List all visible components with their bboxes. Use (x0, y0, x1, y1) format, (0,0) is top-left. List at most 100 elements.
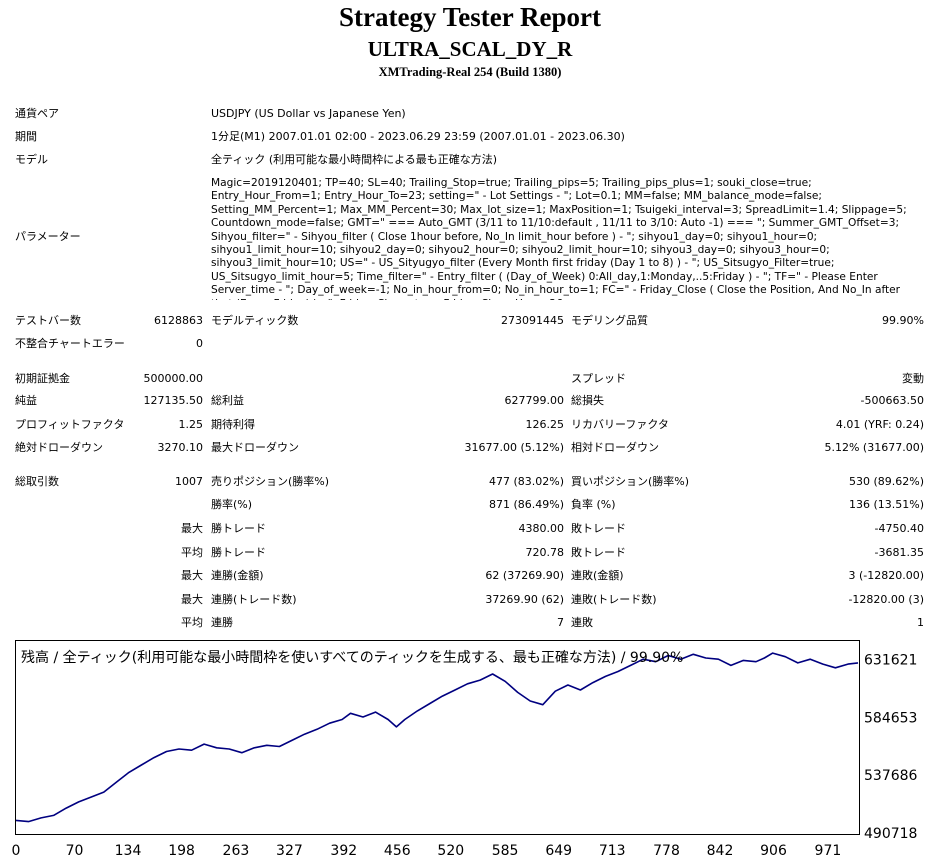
short-positions-label: 売りポジション(勝率%) (211, 475, 330, 488)
x-tick-label: 70 (66, 843, 84, 859)
largest-win-label: 勝トレード (211, 522, 266, 535)
x-tick-label: 971 (815, 843, 842, 859)
largest-loss-value: -4750.40 (874, 522, 924, 535)
average-loss-label: 敗トレード (571, 546, 626, 559)
max-drawdown-label: 最大ドローダウン (211, 441, 299, 454)
long-positions-label: 買いポジション(勝率%) (571, 475, 690, 488)
consecutive-wins-money-value: 62 (37269.90) (485, 569, 564, 582)
long-positions-value: 530 (89.62%) (848, 475, 924, 488)
x-tick-label: 198 (168, 843, 195, 859)
win-rate-label: 勝率(%) (211, 498, 253, 511)
x-tick-label: 456 (384, 843, 411, 859)
ticks-label: モデルティック数 (211, 314, 299, 327)
row-prefix-average: 平均 (181, 546, 203, 559)
symbol-value: USDJPY (US Dollar vs Japanese Yen) (211, 107, 406, 120)
max-drawdown-value: 31677.00 (5.12%) (464, 441, 564, 454)
x-tick-label: 134 (115, 843, 142, 859)
absolute-drawdown-value: 3270.10 (157, 441, 204, 454)
recovery-factor-label: リカバリーファクタ (571, 418, 669, 431)
x-tick-label: 520 (437, 843, 464, 859)
gross-loss-value: -500663.50 (860, 394, 924, 407)
consecutive-losses-money-value: 3 (-12820.00) (848, 569, 924, 582)
largest-win-value: 4380.00 (518, 522, 565, 535)
row-prefix-max-consecutive-money: 最大 (181, 569, 203, 582)
y-tick-label: 631621 (864, 653, 917, 669)
model-value: 全ティック (利用可能な最小時間枠による最も正確な方法) (211, 153, 498, 166)
consecutive-wins-count-label: 連勝(トレード数) (211, 593, 297, 606)
y-tick-label: 537686 (864, 768, 918, 784)
x-tick-label: 842 (707, 843, 734, 859)
loss-rate-label: 負率 (%) (571, 498, 616, 511)
deposit-label: 初期証拠金 (15, 372, 70, 385)
quality-value: 99.90% (882, 314, 924, 327)
consecutive-wins-money-label: 連勝(金額) (211, 569, 264, 582)
params-label: パラメーター (15, 230, 81, 243)
y-tick-label: 490718 (864, 826, 917, 842)
ticks-value: 273091445 (501, 314, 564, 327)
net-profit-value: 127135.50 (143, 394, 204, 407)
model-label: モデル (15, 153, 48, 166)
average-win-label: 勝トレード (211, 546, 266, 559)
x-tick-label: 649 (545, 843, 572, 859)
consecutive-losses-money-label: 連敗(金額) (571, 569, 624, 582)
average-loss-value: -3681.35 (874, 546, 924, 559)
x-tick-label: 713 (599, 843, 626, 859)
win-rate-value: 871 (86.49%) (488, 498, 564, 511)
total-trades-value: 1007 (175, 475, 203, 488)
chart-title: 残高 / 全ティック(利用可能な最小時間枠を使いすべてのティックを生成する、最も… (21, 650, 684, 666)
average-consecutive-losses-label: 連敗 (571, 616, 593, 629)
gross-profit-value: 627799.00 (504, 394, 565, 407)
consecutive-losses-count-value: -12820.00 (3) (848, 593, 924, 606)
x-tick-label: 327 (276, 843, 303, 859)
period-value: 1分足(M1) 2007.01.01 02:00 - 2023.06.29 23… (211, 130, 625, 143)
bars-label: テストバー数 (15, 314, 81, 327)
period-label: 期間 (15, 130, 37, 143)
x-tick-label: 778 (653, 843, 680, 859)
average-consecutive-wins-value: 7 (557, 616, 564, 629)
report-title: Strategy Tester Report (339, 2, 601, 32)
symbol-label: 通貨ペア (15, 107, 59, 120)
profit-factor-label: プロフィットファクタ (15, 418, 125, 431)
consecutive-losses-count-label: 連敗(トレード数) (571, 593, 657, 606)
profit-factor-value: 1.25 (178, 418, 204, 431)
expected-payoff-value: 126.25 (525, 418, 565, 431)
average-win-value: 720.78 (525, 546, 565, 559)
short-positions-value: 477 (83.02%) (488, 475, 564, 488)
mismatch-value: 0 (196, 337, 203, 350)
recovery-factor-value: 4.01 (YRF: 0.24) (835, 418, 924, 431)
consecutive-wins-count-value: 37269.90 (62) (485, 593, 564, 606)
deposit-value: 500000.00 (143, 372, 204, 385)
relative-drawdown-value: 5.12% (31677.00) (824, 441, 924, 454)
balance-chart-plot-area (15, 640, 860, 835)
row-prefix-max-consecutive-count: 最大 (181, 593, 203, 606)
largest-loss-label: 敗トレード (571, 522, 626, 535)
bars-value: 6128863 (154, 314, 203, 327)
x-tick-label: 263 (223, 843, 250, 859)
x-tick-label: 392 (330, 843, 357, 859)
net-profit-label: 純益 (15, 394, 37, 407)
x-tick-label: 906 (760, 843, 787, 859)
total-trades-label: 総取引数 (15, 475, 59, 488)
absolute-drawdown-label: 絶対ドローダウン (15, 441, 103, 454)
loss-rate-value: 136 (13.51%) (848, 498, 924, 511)
server-info: XMTrading-Real 254 (Build 1380) (378, 65, 562, 79)
y-tick-label: 584653 (864, 710, 917, 726)
mismatch-label: 不整合チャートエラー (15, 337, 125, 350)
x-tick-label: 0 (12, 843, 21, 859)
params-value: Magic=2019120401; TP=40; SL=40; Trailing… (211, 177, 907, 300)
average-consecutive-wins-label: 連勝 (211, 616, 233, 629)
spread-label: スプレッド (571, 372, 626, 385)
row-prefix-average-consecutive: 平均 (181, 616, 203, 629)
gross-profit-label: 総利益 (211, 394, 244, 407)
average-consecutive-losses-value: 1 (917, 616, 924, 629)
x-tick-label: 585 (492, 843, 519, 859)
quality-label: モデリング品質 (571, 314, 648, 327)
expert-name: ULTRA_SCAL_DY_R (367, 37, 573, 61)
gross-loss-label: 総損失 (571, 394, 604, 407)
row-prefix-largest: 最大 (181, 522, 203, 535)
relative-drawdown-label: 相対ドローダウン (571, 441, 659, 454)
spread-value: 変動 (902, 372, 924, 385)
expected-payoff-label: 期待利得 (211, 418, 255, 431)
balance-line-0 (15, 652, 859, 823)
